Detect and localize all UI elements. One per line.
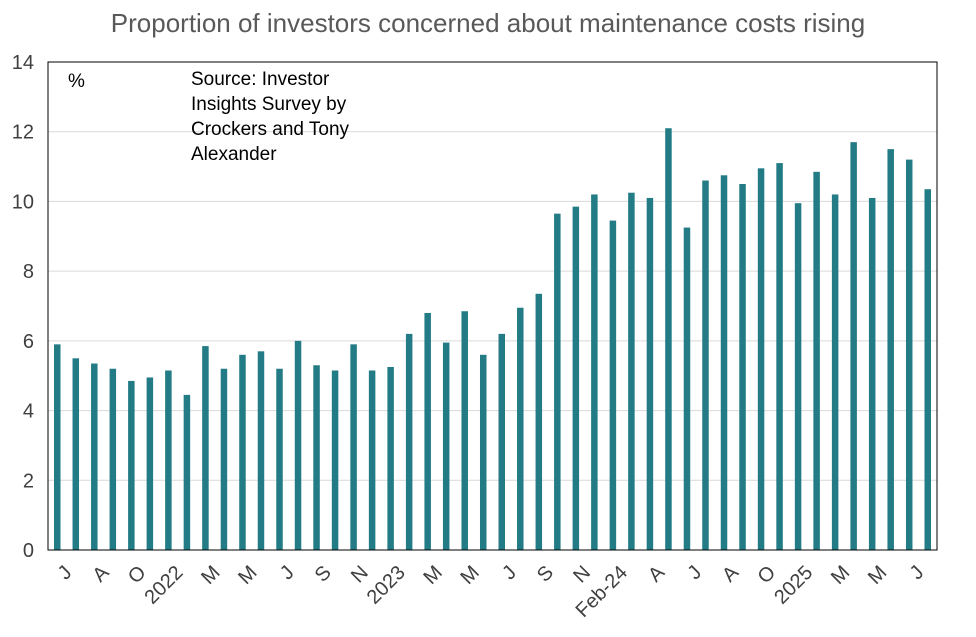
bar [331, 370, 339, 550]
x-tick-label: O [754, 562, 781, 589]
bar [479, 354, 487, 550]
bar [739, 184, 746, 550]
bar [591, 194, 598, 550]
bar [646, 197, 654, 550]
x-tick-label: 2023 [363, 562, 410, 609]
x-tick-label: M [827, 562, 854, 589]
bar [165, 370, 172, 550]
bar [572, 206, 580, 550]
x-tick-label: M [457, 562, 484, 589]
bar [905, 159, 913, 550]
bar [424, 312, 431, 550]
x-tick-label: 2022 [141, 562, 188, 609]
x-tick-label: J [54, 562, 77, 585]
x-tick-label: O [124, 562, 151, 589]
bar [517, 307, 524, 550]
bar [128, 380, 135, 550]
x-tick-label: M [419, 562, 446, 589]
bar [720, 175, 728, 551]
x-tick-label: N [347, 562, 373, 588]
bar [350, 344, 357, 550]
x-tick-label: N [569, 562, 595, 588]
x-tick-label: A [644, 561, 669, 586]
bar [146, 377, 154, 550]
bar [868, 197, 876, 550]
x-tick-label: J [683, 562, 706, 585]
y-tick-label: 4 [23, 401, 34, 423]
bar [554, 213, 561, 550]
bar [257, 351, 265, 550]
bar [461, 311, 468, 550]
y-tick-label: 8 [23, 261, 34, 283]
bar [72, 358, 80, 550]
x-tick-label: M [197, 562, 224, 589]
bar [831, 194, 839, 550]
x-tick-label: A [88, 561, 113, 586]
x-tick-label: J [906, 562, 929, 585]
bar [794, 203, 802, 550]
bar [109, 368, 117, 550]
bar [887, 149, 894, 550]
bar [665, 128, 672, 550]
x-tick-label: M [234, 562, 261, 589]
y-tick-label: 2 [23, 470, 34, 492]
bar [405, 333, 413, 550]
bar [220, 368, 228, 550]
bar [313, 365, 320, 550]
bar [498, 333, 506, 550]
bar [91, 363, 98, 550]
source-note-line-2: Insights Survey by [191, 94, 347, 115]
bar [813, 171, 820, 551]
y-axis-ticks: 0 2 4 6 8 10 12 14 [12, 52, 34, 562]
y-tick-label: 12 [12, 122, 34, 144]
chart-title: Proportion of investors concerned about … [110, 8, 866, 38]
gridlines [48, 131, 937, 481]
bar [535, 293, 543, 550]
x-tick-label: M [864, 562, 891, 589]
bar [368, 370, 376, 550]
bar [183, 394, 191, 550]
x-tick-label: S [311, 562, 336, 587]
source-note-line-4: Alexander [191, 144, 277, 165]
bar [924, 189, 931, 550]
plot-area-frame [47, 61, 938, 551]
x-tick-label: 2025 [770, 562, 817, 609]
bar [202, 346, 209, 550]
y-tick-label: 14 [12, 52, 34, 74]
bar [442, 342, 450, 550]
bar [683, 227, 691, 551]
bar [294, 340, 302, 550]
bars [54, 128, 931, 551]
bar [239, 354, 246, 550]
bar [702, 180, 709, 550]
bar [850, 142, 857, 550]
unit-label: % [68, 71, 85, 92]
x-tick-label: J [498, 562, 521, 585]
y-tick-label: 10 [12, 191, 34, 213]
y-tick-label: 6 [23, 331, 34, 353]
x-tick-label: A [718, 561, 743, 586]
bar [387, 367, 394, 550]
bar [609, 220, 617, 550]
bar [757, 168, 765, 551]
bar [54, 344, 61, 550]
bar [776, 163, 783, 551]
bar [628, 192, 635, 550]
source-note-line-1: Source: Investor [191, 69, 330, 90]
x-tick-label: S [533, 562, 558, 587]
bar [276, 368, 283, 550]
source-note-line-3: Crockers and Tony [191, 119, 350, 140]
x-tick-label: J [276, 562, 299, 585]
y-tick-label: 0 [23, 540, 34, 562]
